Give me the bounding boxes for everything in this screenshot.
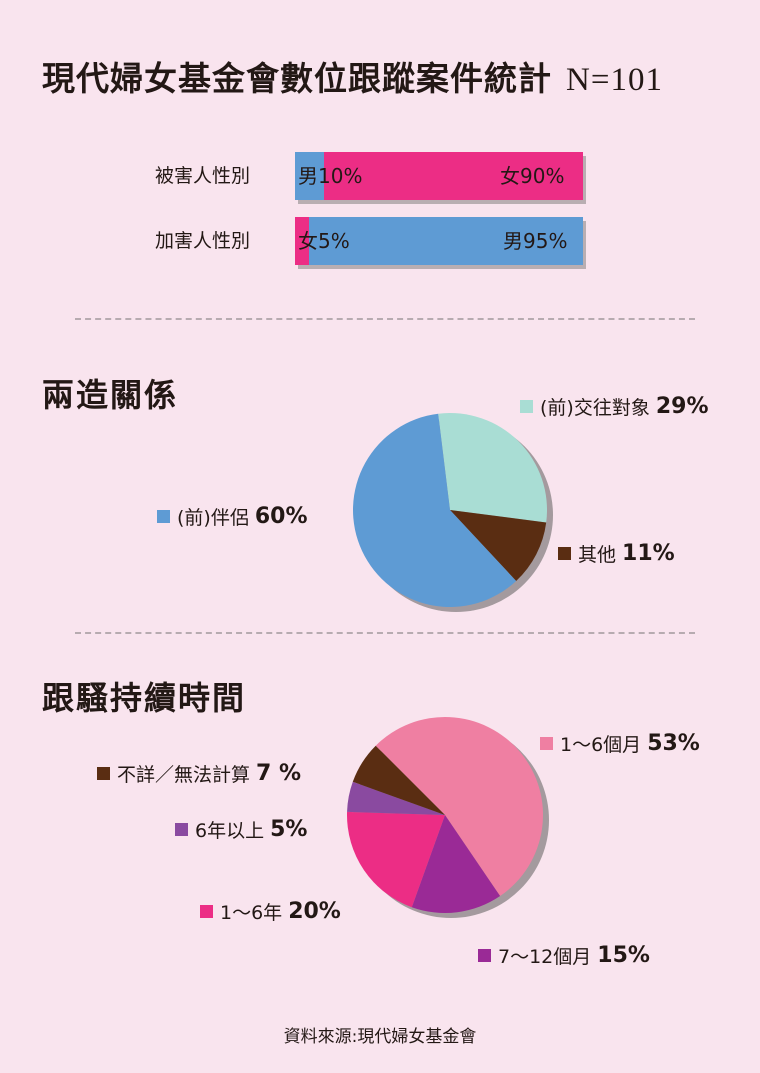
victim-gender-label: 被害人性別 <box>155 165 251 187</box>
pie-slice-3 <box>352 413 517 607</box>
victim-gender-bar <box>295 152 583 200</box>
legend-item-ex-spouse: (前)伴侶 60% <box>157 503 308 530</box>
legend-label: 1～6個月 <box>560 734 642 756</box>
offender-female-label: 女5% <box>298 229 350 253</box>
section-divider <box>75 318 695 320</box>
legend-item-1-6-years: 1～6年 20% <box>200 898 341 925</box>
legend-label: 6年以上 <box>195 820 265 842</box>
legend-label: 不詳／無法計算 <box>117 764 251 786</box>
source-note: 資料來源:現代婦女基金會 <box>283 1027 477 1047</box>
page-title: 現代婦女基金會數位跟蹤案件統計 N=101 <box>42 52 663 100</box>
pie-slice-4 <box>347 781 445 815</box>
pie-slice-5 <box>352 745 445 815</box>
legend-item-unknown: 不詳／無法計算 7 % <box>97 760 301 787</box>
legend-percent: 20% <box>288 899 341 924</box>
title-text: 現代婦女基金會數位跟蹤案件統計 <box>42 59 552 98</box>
offender-male-label: 男95% <box>503 229 568 253</box>
victim-male-label: 男10% <box>298 164 363 188</box>
legend-percent: 7 % <box>256 761 302 786</box>
victim-gender-row: 被害人性別 男10% 女90% <box>0 152 760 200</box>
relation-pie-chart <box>352 413 553 612</box>
bar-segment-male <box>309 217 583 265</box>
legend-label: 其他 <box>578 544 617 566</box>
sample-size: N=101 <box>566 62 663 98</box>
section-divider <box>75 632 695 634</box>
legend-swatch <box>540 737 553 750</box>
legend-item-over-6-years: 6年以上 5% <box>175 816 307 843</box>
bar-segment-female <box>323 152 583 200</box>
duration-pie-chart <box>347 716 549 918</box>
legend-item-1-6-months: 1～6個月 53% <box>540 730 700 757</box>
offender-gender-row: 加害人性別 女5% 男95% <box>0 217 760 265</box>
victim-female-label: 女90% <box>500 164 565 188</box>
relation-section-title: 兩造關係 <box>42 376 179 414</box>
legend-label: 7～12個月 <box>498 946 592 968</box>
pie-slice-1 <box>438 413 547 523</box>
legend-item-other: 其他 11% <box>558 540 675 567</box>
legend-swatch <box>200 905 213 918</box>
legend-swatch <box>558 547 571 560</box>
legend-swatch <box>520 400 533 413</box>
pie-slice-1 <box>375 716 544 897</box>
legend-swatch <box>97 767 110 780</box>
pie-slice-2 <box>411 815 501 913</box>
offender-gender-label: 加害人性別 <box>155 230 251 252</box>
legend-swatch <box>157 510 170 523</box>
legend-percent: 11% <box>622 541 675 566</box>
legend-swatch <box>175 823 188 836</box>
legend-item-ex-partner-dating: (前)交往對象 29% <box>520 393 709 420</box>
bar-segment-male <box>295 152 324 200</box>
legend-label: (前)伴侶 <box>177 507 249 529</box>
legend-percent: 53% <box>647 731 700 756</box>
pie-slice-3 <box>347 811 445 908</box>
legend-percent: 5% <box>270 817 308 842</box>
legend-label: (前)交往對象 <box>540 397 650 419</box>
legend-item-7-12-months: 7～12個月 15% <box>478 942 650 969</box>
legend-swatch <box>478 949 491 962</box>
bar-segment-female <box>295 217 310 265</box>
pie-slice-2 <box>450 510 547 581</box>
offender-gender-bar <box>295 217 583 265</box>
legend-percent: 15% <box>597 943 650 968</box>
legend-label: 1～6年 <box>220 902 283 924</box>
legend-percent: 60% <box>254 504 308 529</box>
duration-section-title: 跟騷持續時間 <box>42 679 247 717</box>
legend-percent: 29% <box>655 394 709 419</box>
